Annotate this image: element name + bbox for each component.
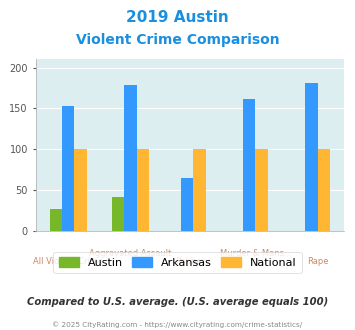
Bar [124, 85, 137, 231]
Text: 2019 Austin: 2019 Austin [126, 10, 229, 25]
Bar [256, 149, 268, 231]
Text: Murder & Mans...: Murder & Mans... [219, 249, 291, 258]
Text: Violent Crime Comparison: Violent Crime Comparison [76, 33, 279, 47]
Text: Aggravated Assault: Aggravated Assault [89, 249, 172, 258]
Text: Compared to U.S. average. (U.S. average equals 100): Compared to U.S. average. (U.S. average … [27, 297, 328, 307]
Bar [137, 149, 149, 231]
Text: Rape: Rape [307, 257, 329, 266]
Legend: Austin, Arkansas, National: Austin, Arkansas, National [53, 252, 302, 273]
Text: All Violent Crime: All Violent Crime [33, 257, 103, 266]
Bar [181, 178, 193, 231]
Bar [75, 149, 87, 231]
Bar [62, 106, 75, 231]
Bar [193, 149, 206, 231]
Bar [112, 197, 124, 231]
Text: Robbery: Robbery [175, 257, 211, 266]
Bar [305, 83, 318, 231]
Bar [243, 99, 256, 231]
Bar [318, 149, 330, 231]
Bar [50, 209, 62, 231]
Text: © 2025 CityRating.com - https://www.cityrating.com/crime-statistics/: © 2025 CityRating.com - https://www.city… [53, 322, 302, 328]
